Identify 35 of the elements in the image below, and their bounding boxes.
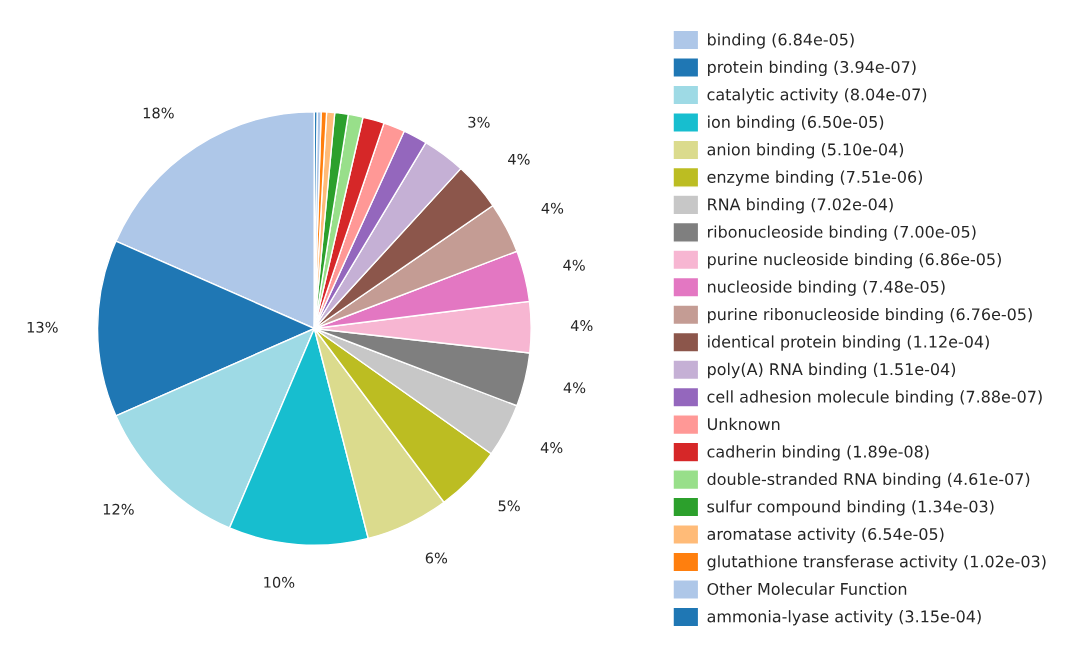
data-label: 4% [563, 259, 585, 271]
legend-label: anion binding (5.10e-04) [707, 143, 904, 159]
legend-label: nucleoside binding (7.48e-05) [708, 280, 945, 296]
data-label: 4% [563, 382, 586, 394]
legend-label: catalytic activity (8.04e-07) [707, 88, 927, 104]
data-label: 4% [540, 442, 563, 454]
legend-label: poly(A) RNA binding (1.51e-04) [708, 362, 956, 379]
legend-label: enzyme binding (7.51e-06) [707, 170, 923, 186]
legend-label: glutathione transferase activity (1.02e-03) [707, 555, 1046, 571]
legend-label: Other Molecular Function [707, 582, 907, 595]
legend-label: binding (6.84e-05) [708, 33, 854, 49]
data-label: 13% [27, 321, 58, 333]
data-label: 18% [143, 107, 174, 119]
legend-label: purine nucleoside binding (6.86e-05) [708, 252, 1001, 269]
legend-label: RNA binding (7.02e-04) [708, 198, 893, 214]
legend-label: aromatase activity (6.54e-05) [707, 527, 944, 544]
legend-label: double-stranded RNA binding (4.61e-07) [707, 472, 1030, 489]
legend-label: identical protein binding (1.12e-04) [708, 335, 989, 351]
data-label: 4% [508, 153, 530, 165]
legend-label: sulfur compound binding (1.34e-03) [707, 500, 994, 516]
legend-label: cadherin binding (1.89e-08) [707, 445, 929, 461]
legend-label: Unknown [707, 417, 780, 431]
legend-label: ion binding (6.50e-05) [708, 115, 884, 132]
data-label: 10% [264, 576, 295, 588]
data-label: 3% [468, 116, 490, 128]
data-label: 5% [498, 500, 520, 512]
data-label: 4% [541, 202, 564, 214]
data-label: 4% [570, 320, 593, 332]
legend-label: ammonia-lyase activity (3.15e-04) [707, 610, 981, 626]
data-label: 6% [425, 552, 448, 564]
legend-label: protein binding (3.94e-07) [708, 60, 916, 77]
data-label: 12% [103, 503, 134, 515]
legend-label: cell adhesion molecule binding (7.88e-07) [707, 390, 1042, 406]
legend-label: ribonucleoside binding (7.00e-05) [708, 225, 976, 241]
legend-label: purine ribonucleoside binding (6.76e-05) [708, 307, 1032, 324]
